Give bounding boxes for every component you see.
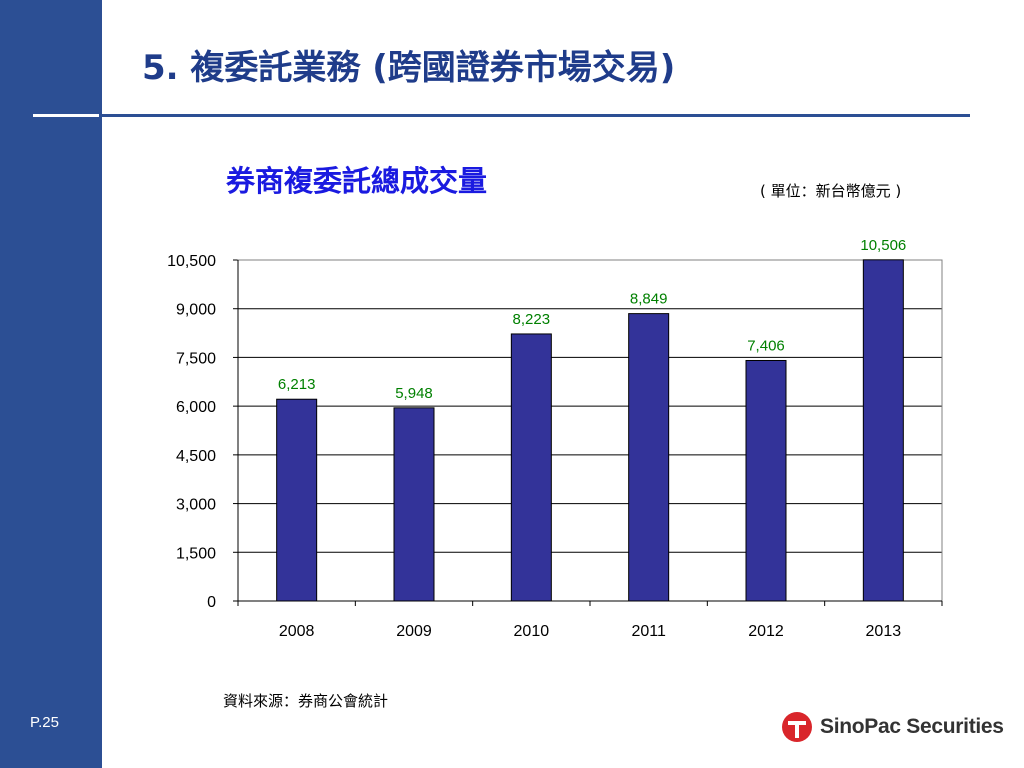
page-number: P.25	[30, 714, 59, 731]
x-tick-label-2013: 2013	[866, 623, 902, 640]
title-underline	[102, 114, 970, 117]
bar-2012	[745, 359, 787, 602]
y-tick-label: 6,000	[176, 399, 216, 416]
unit-label: ( 單位：新台幣億元 )	[760, 182, 902, 200]
sinopac-logo: SinoPac Securities	[782, 712, 1004, 742]
bar-2009	[393, 407, 435, 602]
data-label-2009: 5,948	[395, 385, 433, 402]
x-tick-label-2011: 2011	[631, 623, 666, 640]
y-tick-label: 7,500	[176, 350, 216, 367]
data-label-2010: 8,223	[513, 311, 551, 328]
data-label-2012: 7,406	[747, 337, 785, 354]
x-tick-label-2012: 2012	[748, 623, 784, 640]
x-tick-label-2009: 2009	[396, 623, 432, 640]
data-label-2008: 6,213	[278, 376, 316, 393]
y-tick-label: 4,500	[176, 448, 216, 465]
y-tick-label: 0	[207, 594, 216, 611]
bar-2013	[862, 259, 904, 602]
y-tick-label: 1,500	[176, 545, 216, 562]
logo-text: SinoPac Securities	[820, 715, 1004, 738]
sinopac-logo-icon	[782, 712, 812, 742]
sidebar-band: P.25	[0, 0, 102, 768]
bar-2010	[510, 333, 552, 602]
data-label-2013: 10,506	[860, 237, 906, 254]
data-label-2011: 8,849	[630, 291, 668, 308]
chart-title: 券商複委託總成交量	[226, 164, 488, 198]
bar-2011	[628, 313, 670, 602]
plot-frame	[237, 259, 943, 602]
x-tick-label-2008: 2008	[279, 623, 315, 640]
y-tick-label: 3,000	[176, 497, 216, 514]
y-tick-label: 10,500	[167, 253, 216, 270]
y-tick-label: 9,000	[176, 302, 216, 319]
bar-2008	[276, 398, 318, 602]
source-note: 資料來源：券商公會統計	[223, 692, 389, 710]
sidebar-accent-line	[33, 114, 99, 117]
slide-title: 5. 複委託業務 (跨國證券市場交易)	[142, 48, 676, 88]
x-tick-label-2010: 2010	[514, 623, 550, 640]
